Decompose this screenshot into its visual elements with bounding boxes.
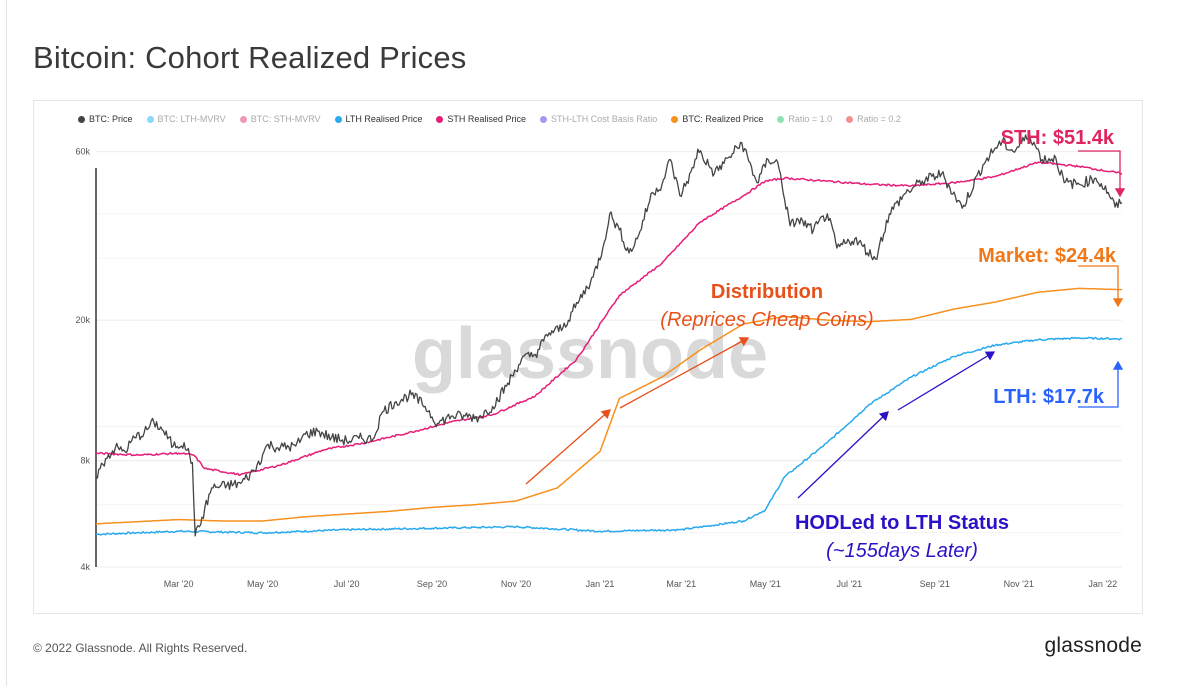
legend-label: BTC: Realized Price [682,114,764,124]
y-tick-label: 20k [75,315,90,325]
x-tick-label: Sep '21 [920,579,950,589]
series-layer [95,134,1123,537]
y-tick-label: 8k [80,456,90,466]
watermark: glassnode [412,314,768,394]
distribution-subtitle: (Reprices Cheap Coins) [660,309,873,331]
hodled-arrow-2 [897,351,996,411]
series-line-btc-price [95,134,1123,537]
x-tick-label: May '21 [750,579,781,589]
y-tick-label: 4k [80,562,90,572]
hodled-arrow-1 [797,411,889,499]
legend-item[interactable]: BTC: Realized Price [671,111,763,127]
series-line-sth-realised-price [96,161,1123,477]
chart-legend: BTC: Price BTC: LTH-MVRV BTC: STH-MVRV LTH … [78,111,915,127]
series-line-btc-realized-price [96,287,1122,525]
legend-dot-icon [539,115,547,123]
legend-item[interactable]: BTC: LTH-MVRV [146,111,226,127]
legend-dot-icon [78,115,85,123]
x-tick-label: Nov '21 [1004,579,1034,589]
sth-bracket-arrow [1078,150,1126,198]
lth-bracket-arrow [1078,360,1124,408]
x-tick-label: Mar '21 [666,579,696,589]
legend-label: Ratio = 1.0 [788,114,833,124]
market-bracket-arrow [1078,265,1124,308]
legend-dot-icon [146,115,154,123]
distribution-annotation: Distribution [711,281,823,303]
x-tick-label: Jul '21 [836,579,862,589]
x-tick-label: Jan '21 [586,579,615,589]
x-tick-label: Jul '20 [334,579,360,589]
legend-item[interactable]: STH Realised Price [436,111,526,127]
legend-dot-icon [436,115,444,123]
legend-item[interactable]: Ratio = 0.2 [846,111,901,127]
hodled-subtitle: (~155days Later) [826,540,978,562]
legend-label: STH-LTH Cost Basis Ratio [550,114,658,124]
lth-annotation: LTH: $17.7k [993,386,1105,408]
x-tick-label: Nov '20 [501,579,531,589]
annotation-arrows [525,150,1126,499]
axis-layer: 4k 8k 20k 60k Mar '20 May '20 Jul '20 Sep '20 No… [75,147,1117,589]
series-line-lth-realised-price [96,336,1123,536]
legend-dot-icon [334,115,342,123]
legend-item[interactable]: Ratio = 1.0 [777,111,832,127]
legend-dot-icon [777,115,785,123]
distribution-arrow-2 [619,337,750,409]
page-border-line [6,0,7,686]
y-tick-label: 60k [75,147,90,157]
x-tick-label: Sep '20 [417,579,447,589]
brand-logo: glassnode [1044,634,1142,657]
legend-label: LTH Realised Price [345,114,423,124]
distribution-arrow-1 [525,409,611,485]
legend-item[interactable]: BTC: Price [78,111,133,127]
x-tick-label: Jan '22 [1088,579,1117,589]
legend-item[interactable]: LTH Realised Price [334,111,423,127]
legend-item[interactable]: STH-LTH Cost Basis Ratio [539,111,658,127]
legend-item[interactable]: BTC: STH-MVRV [239,111,321,127]
hodled-annotation: HODLed to LTH Status [795,512,1009,534]
copyright-footer: © 2022 Glassnode. All Rights Reserved. [33,641,248,655]
page-title: Bitcoin: Cohort Realized Prices [33,40,467,75]
legend-dot-icon [671,115,679,123]
legend-label: Ratio = 0.2 [857,114,901,124]
x-tick-label: May '20 [247,579,278,589]
legend-label: BTC: STH-MVRV [250,114,321,124]
chart-card [33,100,1143,614]
legend-dot-icon [239,115,247,123]
x-tick-label: Mar '20 [164,579,194,589]
text-annotations: STH: $51.4k Market: $24.4k LTH: $17.7k D… [660,127,1117,562]
legend-dot-icon [846,115,854,123]
market-annotation: Market: $24.4k [978,245,1117,267]
legend-label: BTC: LTH-MVRV [157,114,226,124]
sth-annotation: STH: $51.4k [1001,127,1115,149]
legend-label: STH Realised Price [447,114,526,124]
legend-label: BTC: Price [89,114,133,124]
